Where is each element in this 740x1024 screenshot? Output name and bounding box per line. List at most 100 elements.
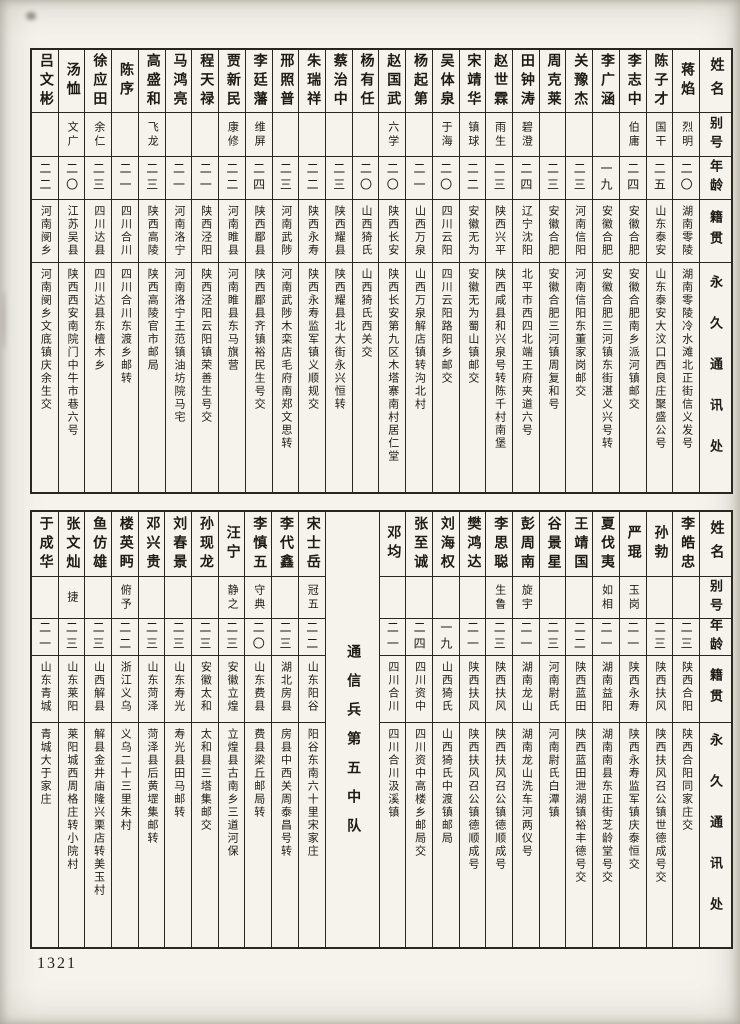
person-name: 彭周南 (513, 512, 539, 577)
vertical-text: 陕西永寿 (627, 661, 640, 713)
person-address: 立煌县古南乡三道河保 (219, 723, 245, 947)
person-address: 陕西永寿监军镇庆泰恒交 (620, 723, 646, 947)
vertical-text: 玉岗 (627, 583, 640, 612)
vertical-text: 四川资中高楼乡邮局交 (413, 728, 426, 858)
person-address: 陕西耀县北大街永兴恒转 (326, 263, 352, 492)
person-column: 蒋焰 烈明 二〇 湖南零陵 湖南零陵冷水滩北正街信义发号 (673, 50, 700, 492)
person-column: 鱼仿雄 二三 山西解县 解县金井庙隆兴栗店转美玉村 (85, 512, 112, 947)
vertical-text: 守典 (252, 583, 265, 612)
person-native: 陕西郿县 (245, 200, 272, 263)
person-age: 二三 (486, 157, 512, 200)
vertical-text: 马鸿亮 (171, 52, 187, 110)
person-address: 陕西扶风召公镇世德成号交 (647, 723, 673, 947)
person-name: 程天禄 (192, 50, 219, 113)
person-age: 二〇 (432, 157, 459, 200)
vertical-text: 赵国武 (385, 52, 401, 110)
person-native: 湖南益阳 (593, 656, 619, 723)
row-header-column: 姓名 别号 年龄 籍贯 永久通讯处 (700, 50, 731, 492)
person-name: 李代鑫 (272, 512, 298, 577)
vertical-text: 徐应田 (91, 52, 107, 110)
person-name: 赵国武 (379, 50, 406, 113)
vertical-text: 辽宁沈阳 (520, 205, 533, 257)
person-age: 二一 (379, 619, 406, 656)
vertical-text: 孙现龙 (197, 515, 213, 573)
person-alias (432, 577, 459, 619)
person-column: 李皓忠 二三 陕西合阳 陕西合阳同家庄交 (673, 512, 700, 947)
vertical-text: 二五 (652, 162, 667, 194)
vertical-text: 四川合川 (386, 661, 399, 713)
person-name: 孙现龙 (192, 512, 218, 577)
person-address: 山东泰安大汶口西良庄聚盛公号 (647, 263, 673, 492)
vertical-text: 碧澄 (520, 120, 533, 149)
vertical-text: 二二 (572, 621, 587, 653)
vertical-text: 山西猗氏中渡镇邮局 (440, 728, 453, 845)
person-age: 一九 (593, 157, 619, 200)
person-address: 陕西永寿监军镇义顺规交 (299, 263, 325, 492)
person-address: 陕西泾阳云阳镇荣善生号交 (192, 263, 218, 492)
vertical-text: 山东阳谷 (306, 661, 319, 713)
person-age: 二三 (486, 619, 513, 656)
vertical-text: 雨生 (493, 120, 506, 149)
vertical-text: 二三 (572, 162, 587, 194)
vertical-text: 杨有任 (358, 52, 374, 110)
vertical-text: 彭周南 (518, 515, 534, 573)
person-age: 二二 (459, 157, 486, 200)
person-alias (299, 113, 325, 157)
person-native: 安徽合肥 (593, 200, 619, 263)
vertical-text: 二一 (385, 621, 400, 653)
person-alias: 伯庸 (619, 113, 646, 157)
person-alias: 旋宇 (513, 577, 539, 619)
person-name: 汤恤 (58, 50, 85, 113)
person-native: 山东泰安 (646, 200, 673, 263)
person-name: 夏伐夷 (593, 512, 619, 577)
person-address: 太和县三塔集邮交 (192, 723, 218, 947)
vertical-text: 山东泰安大汶口西良庄聚盛公号 (653, 268, 666, 450)
vertical-text: 二二 (465, 162, 480, 194)
vertical-text: 河南尉氏 (547, 661, 560, 713)
person-address: 费县梁丘邮局转 (245, 723, 271, 947)
person-address: 四川资中高楼乡邮局交 (406, 723, 432, 947)
person-address: 陕西高陵官市邮局 (139, 263, 165, 492)
vertical-text: 四川资中 (413, 661, 426, 713)
vertical-text: 安徽合肥 (547, 205, 560, 257)
vertical-text: 生鲁 (493, 583, 506, 612)
vertical-text: 二〇 (679, 162, 694, 194)
vertical-text: 二一 (599, 621, 614, 653)
person-column: 吕文彬 二二 河南阌乡 河南阌乡文底镇庆余生交 (32, 50, 59, 492)
vertical-text: 二三 (144, 162, 159, 194)
person-age: 二四 (245, 157, 272, 200)
person-alias (272, 113, 299, 157)
person-column: 王靖国 二二 陕西蓝田 陕西蓝田泄湖镇裕丰德号交 (566, 512, 594, 947)
vertical-text: 陕西高陵官市邮局 (146, 268, 159, 372)
vertical-text: 二三 (64, 621, 79, 653)
person-age: 二三 (539, 157, 566, 200)
person-name: 汪宁 (218, 512, 245, 577)
person-native: 四川合川 (379, 656, 406, 723)
row-header-name: 姓名 (700, 50, 731, 113)
vertical-text: 房县中西关周泰昌号转 (279, 728, 292, 858)
person-native: 陕西耀县 (325, 200, 352, 263)
person-age: 二四 (619, 157, 646, 200)
person-native: 山东寿光 (165, 656, 192, 723)
vertical-text: 陕西蓝田泄湖镇裕丰德号交 (573, 728, 586, 884)
person-alias: 国干 (646, 113, 673, 157)
person-name: 严琨 (619, 512, 646, 577)
vertical-text: 四川合川 (119, 205, 132, 257)
vertical-text: 青城大于家庄 (39, 728, 52, 806)
row-header-column: 姓名 别号 年龄 籍贯 永久通讯处 (700, 512, 731, 947)
person-address: 陕西长安第九区木塔寨南村居仁堂 (379, 263, 405, 492)
vertical-text: 二一 (37, 621, 52, 653)
person-address: 义乌二十三里朱村 (112, 723, 138, 947)
vertical-text: 太和县三塔集邮交 (199, 728, 212, 832)
person-alias (539, 113, 566, 157)
person-age: 二二 (111, 619, 138, 656)
vertical-text: 姓名 (708, 520, 724, 568)
vertical-text: 二一 (198, 162, 213, 194)
person-native: 陕西蓝田 (566, 656, 593, 723)
vertical-text: 朱瑞祥 (305, 52, 321, 110)
vertical-text: 陕西扶风召公镇德顺成号 (467, 728, 480, 871)
vertical-text: 二〇 (64, 162, 79, 194)
person-native: 山东莱阳 (58, 656, 85, 723)
person-native: 山东青城 (31, 656, 58, 723)
vertical-text: 张文灿 (64, 515, 80, 573)
